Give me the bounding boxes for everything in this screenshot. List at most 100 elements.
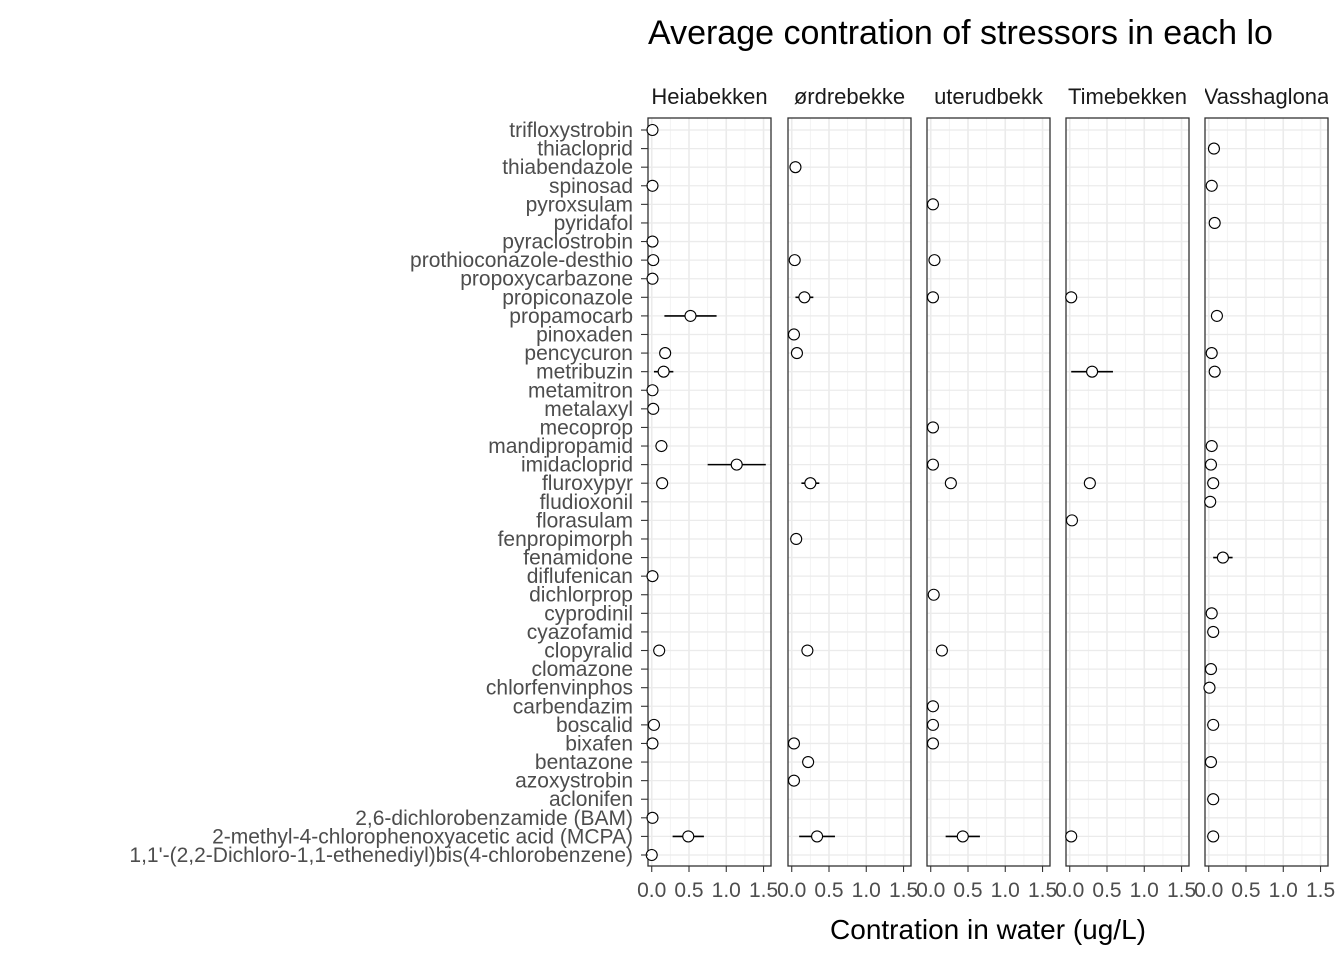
x-tick-label: 0.0 (916, 879, 945, 902)
y-tick-label: pyraclostrobin (502, 231, 633, 254)
y-tick-label: clomazone (531, 658, 633, 681)
data-point (684, 309, 697, 322)
data-point (1204, 495, 1217, 508)
x-tick-label: 0.0 (1194, 879, 1223, 902)
facet-panel: uterudbekk 0.0 0.5 1.0 1.5 (916, 84, 1057, 902)
data-point (926, 421, 940, 434)
data-point (646, 570, 659, 583)
y-tick-label: cyprodinil (544, 602, 633, 625)
y-tick-label: mandipropamid (488, 435, 633, 458)
x-tick-label: 0.0 (777, 879, 806, 902)
panel-border (926, 117, 1051, 867)
data-point (730, 458, 743, 471)
facet-strip-label: Vasshaglona (1204, 84, 1330, 109)
data-point (653, 644, 666, 657)
data-point (1207, 142, 1220, 155)
data-point (682, 830, 695, 843)
y-tick-label: bentazone (535, 751, 633, 774)
data-point (1207, 477, 1220, 490)
facet-panel: Vasshaglona 0.0 0.5 1.0 1.5 (1194, 84, 1335, 902)
data-point (647, 254, 660, 267)
y-tick-label: imidacloprid (521, 454, 633, 477)
x-tick-label: 1.0 (991, 879, 1020, 902)
y-tick-label: azoxystrobin (515, 770, 633, 793)
data-point (1207, 625, 1220, 638)
y-tick-label: metalaxyl (544, 398, 633, 421)
data-point (1208, 216, 1221, 229)
data-point (1207, 718, 1220, 731)
data-point (646, 179, 659, 192)
y-tick-label: metribuzin (536, 361, 633, 384)
y-tick-label: fludioxonil (540, 491, 633, 514)
y-tick-label: spinosad (549, 175, 633, 198)
data-point (1065, 830, 1078, 843)
data-point (1210, 309, 1223, 322)
chart-title: Average contration of stressors in each … (648, 14, 1273, 52)
facet-strip-label: uterudbekk (934, 84, 1044, 109)
x-tick-label: 1.5 (1167, 879, 1196, 902)
data-point (801, 644, 814, 657)
data-point (646, 272, 659, 285)
data-point (1205, 347, 1218, 360)
data-point (1065, 291, 1078, 304)
data-point (1086, 365, 1099, 378)
data-point (656, 477, 669, 490)
facet-panel: Timebekken 0.0 0.5 1.0 1.5 (1055, 84, 1196, 902)
data-point (926, 737, 940, 750)
y-tick-label: pencycuron (524, 342, 633, 365)
data-point (787, 328, 801, 341)
facet-panel: Heiabekken 0.0 0.5 1.0 1.5 (637, 84, 778, 902)
panel-border (787, 117, 912, 867)
data-point (1204, 458, 1218, 471)
panel-border (1065, 117, 1190, 867)
y-tick-label: pyridafol (554, 212, 633, 235)
y-tick-label: 2,6-dichlorobenzamide (BAM) (355, 807, 633, 830)
x-tick-label: 1.5 (749, 879, 778, 902)
y-tick-label: cyazofamid (527, 621, 633, 644)
x-tick-label: 0.5 (953, 879, 982, 902)
y-tick-label: 2-methyl-4-chlorophenoxyacetic acid (MCP… (212, 825, 633, 848)
y-tick-label: chlorfenvinphos (486, 677, 633, 700)
y-tick-label: pinoxaden (536, 323, 633, 346)
y-tick-label: bixafen (565, 732, 633, 755)
x-tick-label: 1.0 (1130, 879, 1159, 902)
data-point (926, 198, 940, 211)
data-point (956, 830, 969, 843)
y-tick-label: thiacloprid (537, 138, 633, 161)
x-tick-label: 1.5 (1028, 879, 1057, 902)
data-point (804, 477, 817, 490)
data-point (927, 588, 940, 601)
data-point (1207, 793, 1220, 806)
data-point (787, 774, 801, 787)
data-point (789, 161, 802, 174)
x-tick-label: 1.5 (889, 879, 918, 902)
y-tick-label: clopyralid (544, 640, 633, 663)
y-tick-label: boscalid (556, 714, 633, 737)
x-tick-label: 1.0 (852, 879, 881, 902)
x-tick-label: 0.5 (814, 879, 843, 902)
facet-panel: ørdrebekke 0.0 0.5 1.0 1.5 (777, 84, 918, 902)
data-point (788, 254, 801, 267)
x-tick-label: 1.0 (712, 879, 741, 902)
data-point (1216, 551, 1229, 564)
data-point (1065, 514, 1079, 527)
data-point (1205, 607, 1218, 620)
data-point (1205, 439, 1218, 453)
data-point (790, 532, 803, 546)
data-point (646, 384, 659, 397)
data-point (646, 737, 659, 750)
data-point (944, 477, 957, 490)
x-tick-label: 0.5 (1231, 879, 1260, 902)
facet-strip-label: ørdrebekke (794, 84, 905, 109)
x-tick-label: 0.5 (1092, 879, 1121, 902)
y-tick-label: diflufenican (527, 565, 633, 588)
x-tick-label: 0.0 (1055, 879, 1084, 902)
data-point (926, 718, 940, 731)
y-tick-label: metamitron (528, 379, 633, 402)
y-tick-label: mecoprop (540, 416, 633, 439)
data-point (646, 811, 659, 824)
y-tick-label: propamocarb (509, 305, 633, 328)
y-tick-label: 1,1'-(2,2-Dichloro-1,1-ethenediyl)bis(4-… (129, 844, 633, 867)
data-point (935, 644, 948, 657)
data-point (790, 347, 803, 360)
